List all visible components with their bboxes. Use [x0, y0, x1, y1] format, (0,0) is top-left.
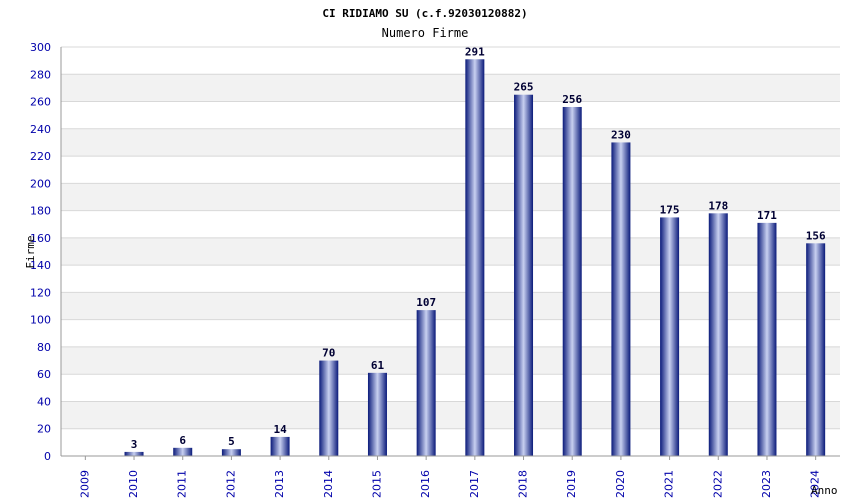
x-tick-label: 2009	[78, 470, 91, 498]
y-tick-label: 120	[30, 286, 51, 299]
x-tick-label: 2013	[273, 470, 286, 498]
y-tick-label: 200	[30, 177, 51, 190]
y-tick-label: 20	[37, 423, 51, 436]
data-label-2015: 61	[371, 359, 385, 372]
bars-group	[124, 59, 826, 457]
y-tick-label: 40	[37, 395, 51, 408]
bar-2014	[319, 360, 339, 456]
y-tick-label: 300	[30, 41, 51, 54]
x-tick-label: 2021	[663, 470, 676, 498]
bar-2010	[124, 451, 144, 456]
data-labels: 3 6 5 14 70 61 107 291 265 256 230 175 178 171 156	[131, 45, 826, 451]
y-tick-label: 240	[30, 123, 51, 136]
y-tick-label: 0	[44, 450, 51, 463]
data-label-2018: 265	[514, 81, 534, 94]
chart-subtitle: Numero Firme	[382, 26, 469, 40]
chart-title: CI RIDIAMO SU (c.f.92030120882)	[322, 7, 527, 20]
bar-2013	[270, 436, 290, 456]
y-tick-label: 160	[30, 232, 51, 245]
grid-band	[61, 183, 840, 211]
x-tick-label: 2024	[809, 470, 822, 498]
x-tick-label: 2017	[468, 470, 481, 498]
y-tick-label: 100	[30, 314, 51, 327]
data-label-2010: 3	[131, 438, 138, 451]
y-tick-label: 140	[30, 259, 51, 272]
x-axis-title: Anno	[811, 484, 838, 497]
x-tick-label: 2012	[224, 470, 237, 498]
bar-2016	[416, 310, 436, 456]
data-label-2021: 175	[660, 203, 680, 216]
bar-2024	[806, 243, 826, 456]
x-tick-label: 2018	[517, 470, 530, 498]
data-label-2020: 230	[611, 128, 631, 141]
x-tick-labels: 2009 2010 2011 2012 2013 2014 2015 2016 2017 2018…	[78, 470, 821, 498]
bar-2012	[221, 449, 241, 456]
data-label-2013: 14	[273, 423, 287, 436]
data-label-2011: 6	[179, 434, 186, 447]
x-tick-label: 2023	[760, 470, 773, 498]
bar-2011	[173, 447, 193, 456]
axes	[60, 47, 840, 460]
y-tick-label: 60	[37, 368, 51, 381]
y-axis-title: Firme	[24, 235, 37, 268]
y-tick-label: 260	[30, 96, 51, 109]
y-tick-label: 180	[30, 205, 51, 218]
x-tick-label: 2020	[614, 470, 627, 498]
bar-2020	[611, 142, 631, 456]
bar-2019	[562, 106, 582, 456]
data-label-2014: 70	[322, 347, 335, 360]
bar-2021	[660, 217, 680, 456]
data-label-2019: 256	[562, 93, 582, 106]
x-tick-label: 2019	[565, 470, 578, 498]
data-label-2022: 178	[708, 199, 728, 212]
bar-2018	[514, 94, 534, 456]
y-tick-labels: 0 20 40 60 80 100 120 140 160 180 200 220 240 260 280 3…	[30, 41, 51, 463]
x-tick-label: 2016	[419, 470, 432, 498]
bar-2022	[708, 213, 728, 456]
x-tick-label: 2011	[176, 470, 189, 498]
x-tick-label: 2010	[127, 470, 140, 498]
y-tick-label: 280	[30, 68, 51, 81]
bar-2015	[367, 372, 387, 456]
data-label-2023: 171	[757, 209, 777, 222]
x-tick-label: 2015	[370, 470, 383, 498]
data-label-2012: 5	[228, 435, 235, 448]
data-label-2024: 156	[806, 229, 826, 242]
x-tick-label: 2014	[322, 470, 335, 498]
grid-band	[61, 74, 840, 102]
data-label-2017: 291	[465, 45, 485, 58]
data-label-2016: 107	[416, 296, 436, 309]
grid-band	[61, 128, 840, 157]
y-tick-label: 220	[30, 150, 51, 163]
x-tick-label: 2022	[711, 470, 724, 498]
bar-2017	[465, 59, 485, 457]
y-tick-label: 80	[37, 341, 51, 354]
bar-2023	[757, 222, 777, 456]
